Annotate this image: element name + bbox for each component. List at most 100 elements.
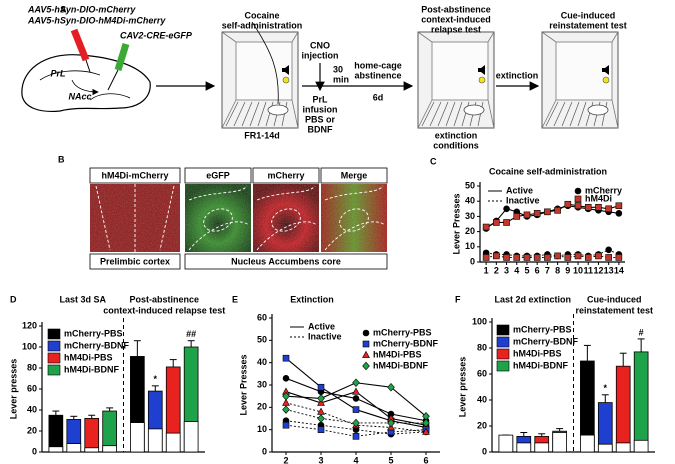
bar — [84, 417, 100, 453]
legend-label: hM4Di-PBS — [64, 352, 113, 362]
step-label: 30 — [333, 64, 343, 74]
marker — [503, 254, 510, 261]
region-name: Nucleus Accumbens core — [231, 256, 341, 266]
x-tick-label: 4 — [353, 455, 358, 464]
y-tick-label: 10 — [465, 241, 475, 251]
inactive-line — [285, 424, 427, 437]
marker — [493, 219, 500, 226]
x-tick-label: 13 — [604, 265, 614, 275]
step-label: extinction — [496, 70, 539, 80]
y-tick-label: 20 — [465, 226, 475, 236]
x-tick-label: 4 — [514, 265, 519, 275]
marker — [595, 203, 602, 211]
image-header: eGFP — [206, 170, 230, 180]
inactive-bar — [498, 434, 514, 453]
group-label: context-induced relapse test — [103, 305, 225, 315]
marker — [387, 418, 395, 428]
marker — [523, 211, 531, 219]
chamber-edge — [541, 31, 557, 43]
step-title: Post-abstinence — [421, 4, 491, 14]
marker — [362, 329, 370, 337]
header-box — [320, 167, 388, 184]
chamber-edge — [291, 31, 299, 43]
legend-label: Active — [506, 185, 533, 195]
group-label: reinstatement test — [575, 305, 653, 315]
marker — [605, 254, 612, 261]
legend-label: mCherry-BDNF — [513, 336, 579, 346]
marker — [282, 354, 290, 362]
marker — [503, 219, 510, 226]
x-tick-label: 2 — [494, 265, 499, 275]
marker — [362, 350, 370, 358]
inactive-bar — [534, 442, 550, 453]
step-title: Cue-induced — [561, 10, 616, 20]
chamber-edge — [291, 99, 299, 129]
y-tick-label: 60 — [477, 368, 487, 378]
legend-label: hM4Di-BDNF — [373, 360, 428, 370]
significance: ## — [186, 329, 196, 339]
bar — [633, 351, 649, 453]
rat — [587, 104, 609, 116]
marker — [352, 433, 360, 440]
inactive-line — [285, 420, 427, 435]
inactive-bar — [633, 439, 649, 453]
bar — [615, 365, 631, 453]
y-tick-label: 30 — [465, 211, 475, 221]
y-tick-label: 50 — [257, 335, 267, 345]
region-box — [184, 253, 388, 270]
chart-title: Extinction — [290, 294, 334, 304]
grid-floor — [257, 101, 267, 127]
x-tick-label: 3 — [504, 265, 509, 275]
inactive-bar — [516, 442, 532, 453]
marker — [282, 405, 290, 414]
marker — [362, 340, 370, 348]
step-label: min — [333, 74, 349, 84]
panel-label: F — [455, 294, 461, 304]
region-outline — [188, 185, 250, 251]
marker — [352, 387, 360, 395]
y-axis-label: Lever presses — [457, 357, 467, 418]
micrograph-texture — [321, 184, 387, 252]
marker — [352, 406, 360, 413]
x-tick-label: 12 — [593, 265, 603, 275]
header-box — [184, 167, 252, 184]
step-label: 6d — [373, 92, 384, 102]
marker — [544, 254, 551, 261]
panel-label: C — [430, 156, 437, 166]
legend-swatch — [496, 336, 510, 348]
marker — [317, 383, 325, 391]
marker — [493, 252, 500, 260]
legend-label: mCherry-PBS — [64, 328, 123, 338]
x-tick-label: 7 — [545, 265, 550, 275]
legend-label: mCherry-PBS — [373, 327, 432, 337]
chamber-edge — [221, 31, 237, 43]
y-tick-label: 80 — [27, 362, 37, 372]
step-title: relapse test — [431, 24, 481, 34]
rat — [463, 104, 485, 116]
chamber-edge — [417, 31, 433, 43]
y-tick-label: 40 — [477, 394, 487, 404]
inactive-bar — [552, 432, 567, 453]
panel-label: D — [10, 294, 17, 304]
step-label: PBS or — [305, 114, 336, 124]
legend-label: mCherry-PBS — [513, 324, 572, 334]
y-tick-label: 40 — [257, 357, 267, 367]
marker — [352, 378, 360, 388]
legend-label: hM4Di-PBS — [513, 348, 562, 358]
marker — [352, 395, 360, 402]
projection — [71, 79, 99, 96]
significance: * — [604, 383, 608, 393]
image-header: Merge — [341, 170, 368, 180]
step-title: self-administration — [222, 20, 303, 30]
legend-label: Inactive — [506, 195, 540, 205]
vector-label: CAV2-CRE-eGFP — [120, 30, 193, 40]
y-tick-label: 60 — [27, 383, 37, 393]
inactive-bar — [102, 445, 117, 453]
marker — [605, 205, 612, 213]
group-label: Last 3d SA — [59, 294, 106, 304]
grid-floor — [577, 101, 587, 127]
grid-floor — [437, 101, 449, 127]
step-title: reinstatement test — [549, 20, 627, 30]
chamber-edge — [221, 99, 237, 129]
